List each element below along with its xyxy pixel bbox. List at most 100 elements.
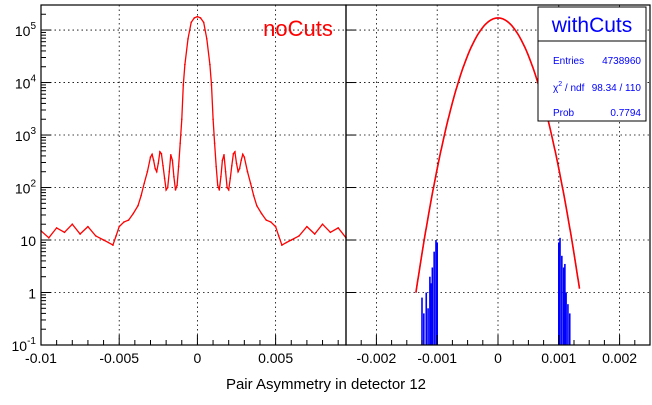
stats-chi2-label: χ2 / ndf <box>553 81 585 94</box>
nocuts-data-point <box>337 227 339 229</box>
nocuts-data-point <box>215 165 217 168</box>
nocuts-data-point <box>123 221 125 223</box>
nocuts-data-point <box>166 186 169 189</box>
nocuts-data-point <box>170 154 172 156</box>
nocuts-data-point <box>256 204 258 207</box>
stats-chi2-value: 98.34 / 110 <box>592 83 642 94</box>
nocuts-data-point <box>115 235 117 237</box>
nocuts-data-point <box>71 223 74 226</box>
nocuts-data-point <box>173 176 175 178</box>
left-panel-title: noCuts <box>263 16 333 41</box>
nocuts-data-point <box>146 170 149 173</box>
nocuts-data-point <box>205 38 208 40</box>
nocuts-data-point <box>171 159 174 162</box>
nocuts-data-point <box>270 221 272 223</box>
stats-entries-value: 4738960 <box>602 56 641 67</box>
y-tick-label: 104 <box>15 74 37 92</box>
nocuts-data-point <box>162 164 164 167</box>
stats-box-title: withCuts <box>551 14 633 37</box>
nocuts-data-point <box>174 189 177 191</box>
nocuts-data-point <box>182 84 185 86</box>
nocuts-data-point <box>216 184 219 187</box>
nocuts-data-point <box>237 170 239 173</box>
nocuts-series-line <box>40 15 347 247</box>
nocuts-data-point <box>265 219 268 221</box>
nocuts-data-point <box>209 63 211 66</box>
nocuts-data-point <box>155 170 158 173</box>
right-x-tick-label: 0 <box>494 350 502 366</box>
nocuts-data-point <box>48 237 50 239</box>
nocuts-data-point <box>157 162 160 165</box>
nocuts-data-point <box>249 182 252 185</box>
nocuts-data-point <box>243 156 246 158</box>
nocuts-data-point <box>210 84 213 86</box>
left-x-tick-label: 0 <box>194 350 202 366</box>
nocuts-data-point <box>118 225 121 228</box>
nocuts-data-point <box>179 142 182 144</box>
left-panel-grid <box>41 5 346 345</box>
nocuts-data-point <box>184 63 186 66</box>
nocuts-data-point <box>285 241 288 244</box>
withcuts-gaussian-fit <box>415 17 581 293</box>
nocuts-data-point <box>193 17 196 19</box>
nocuts-data-point <box>87 225 89 228</box>
nocuts-data-point <box>221 159 224 162</box>
nocuts-data-point <box>154 167 156 170</box>
nocuts-data-point <box>149 156 152 158</box>
nocuts-data-point <box>176 184 178 187</box>
tick-labels: 10-1 1 10 102 103 104 105 -0.01 -0.005 0 0.005 -0.0… <box>12 21 638 366</box>
left-x-tick-label: -0.005 <box>99 350 139 366</box>
nocuts-data-point <box>143 182 146 185</box>
nocuts-data-point <box>298 235 300 237</box>
nocuts-data-point <box>240 159 243 162</box>
nocuts-data-point <box>196 15 199 18</box>
nocuts-data-point <box>234 150 236 153</box>
x-axis-label: Pair Asymmetry in detector 12 <box>226 376 426 393</box>
nocuts-data-point <box>231 164 233 167</box>
nocuts-data-point <box>274 225 277 228</box>
nocuts-data-point <box>165 189 167 191</box>
right-x-tick-label: 0.002 <box>602 350 637 366</box>
left-x-tick-label: -0.01 <box>25 350 57 366</box>
stats-box: withCuts Entries 4738960 χ2 / ndf 98.34 … <box>537 6 647 122</box>
nocuts-data-point <box>163 177 166 180</box>
left-x-tick-label: 0.005 <box>258 350 293 366</box>
nocuts-data-point <box>329 231 332 234</box>
left-panel-series <box>40 15 347 247</box>
stats-prob-label: Prob <box>553 108 575 119</box>
y-tick-label: 102 <box>15 179 37 197</box>
nocuts-data-point <box>227 189 230 191</box>
nocuts-data-point <box>252 194 255 197</box>
left-panel-frame <box>40 4 347 346</box>
right-x-tick-label: 0.001 <box>541 350 576 366</box>
nocuts-data-point <box>63 231 66 234</box>
stats-entries-label: Entries <box>553 56 584 67</box>
y-tick-label: 103 <box>15 126 37 144</box>
nocuts-data-point <box>159 150 161 153</box>
nocuts-data-point <box>277 235 280 237</box>
y-tick-label: 10-1 <box>12 336 37 354</box>
nocuts-data-point <box>55 227 58 229</box>
right-x-tick-label: -0.001 <box>417 350 457 366</box>
nocuts-data-point <box>218 189 221 191</box>
nocuts-data-point <box>132 212 135 215</box>
y-tick-label: 10 <box>20 233 36 249</box>
nocuts-data-point <box>213 142 216 144</box>
nocuts-data-point <box>212 118 214 121</box>
nocuts-data-point <box>260 212 263 215</box>
right-panel-series <box>415 17 581 345</box>
nocuts-data-point <box>107 241 110 244</box>
nocuts-data-point <box>281 244 283 246</box>
nocuts-data-point <box>199 17 202 19</box>
nocuts-data-point <box>224 170 227 173</box>
nocuts-data-point <box>160 152 163 155</box>
right-x-tick-label: -0.002 <box>357 350 397 366</box>
nocuts-data-point <box>102 239 105 241</box>
y-tick-label: 1 <box>28 286 36 302</box>
nocuts-data-point <box>223 154 225 156</box>
nocuts-data-point <box>94 235 97 237</box>
nocuts-data-point <box>190 21 192 24</box>
nocuts-data-point <box>112 244 114 246</box>
